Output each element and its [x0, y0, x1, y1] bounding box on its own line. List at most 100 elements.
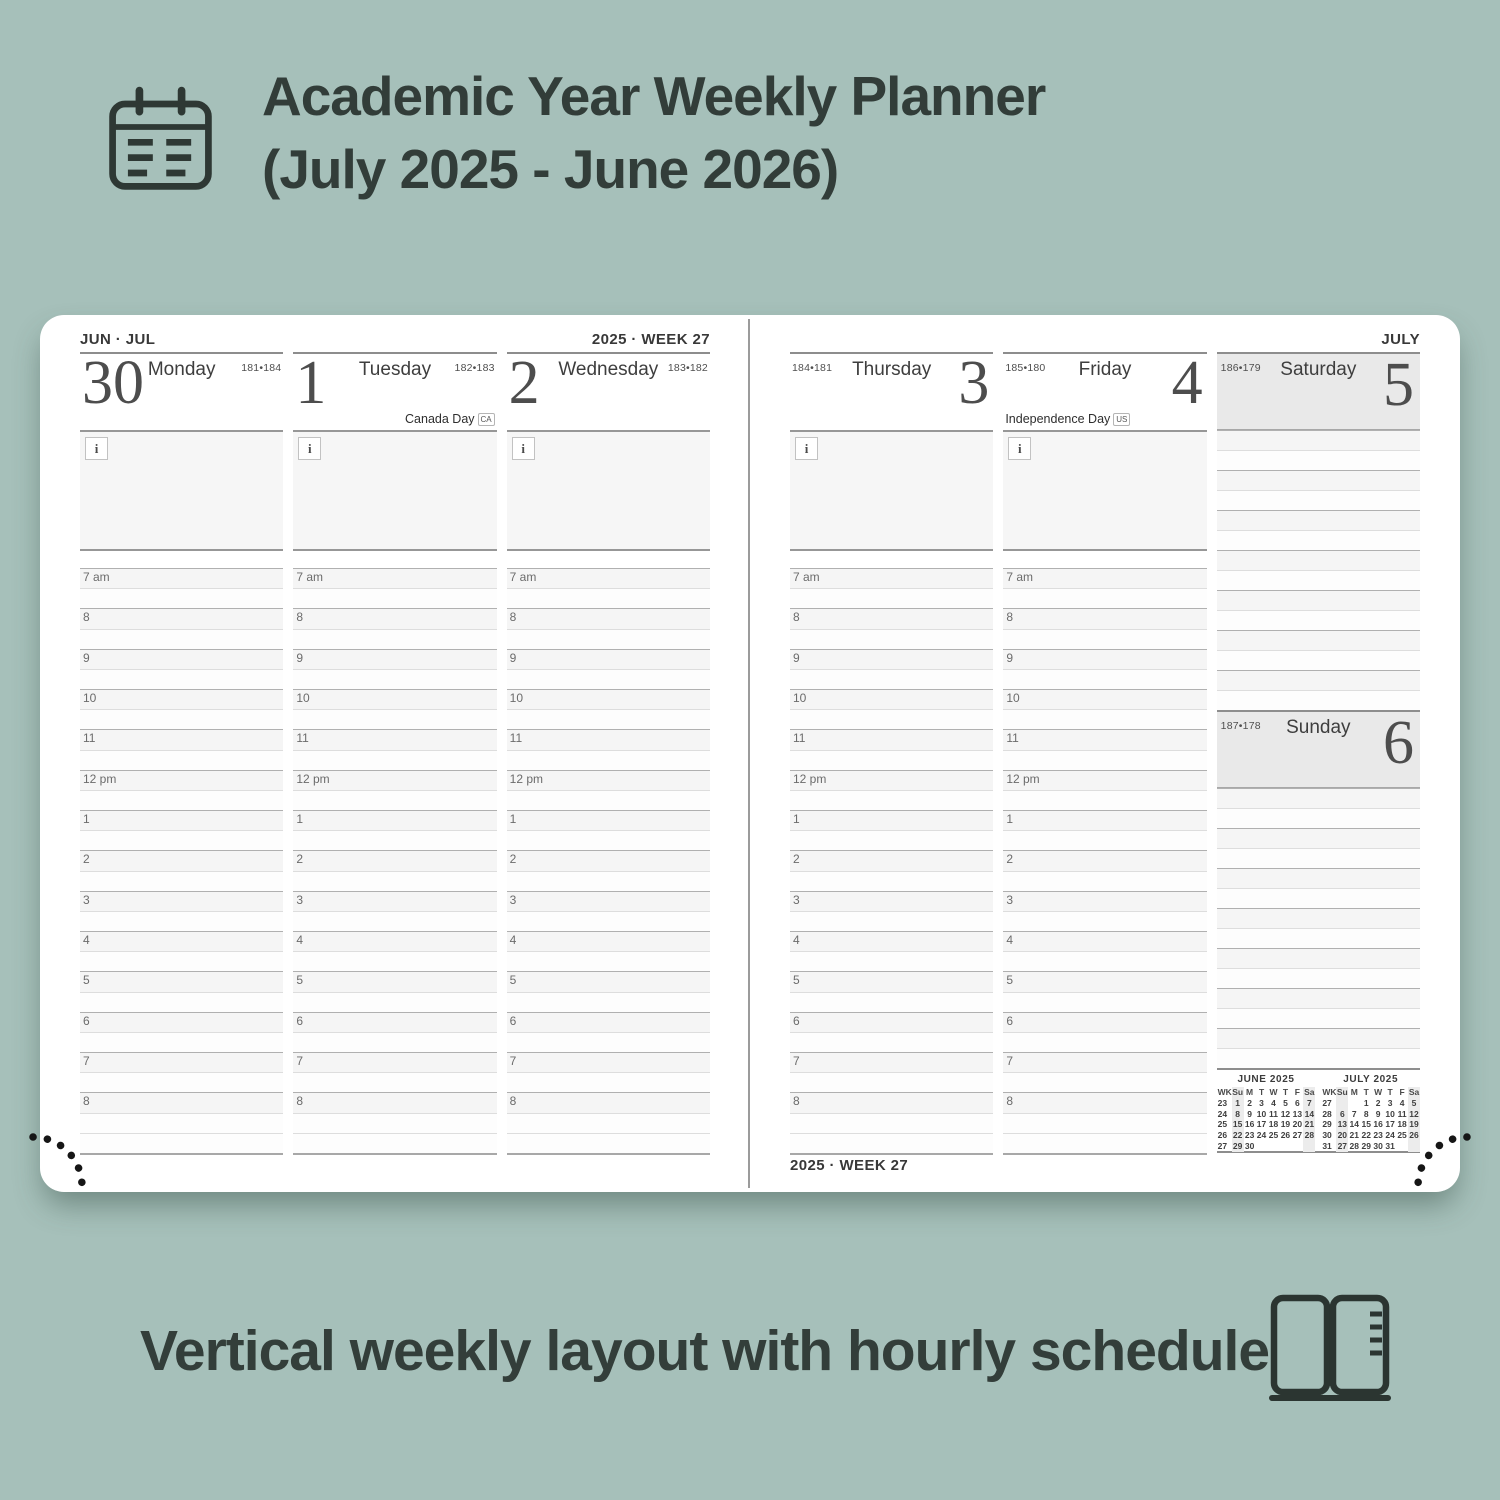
sunday-header: 187•178 Sunday 6 — [1216, 710, 1420, 788]
hour-label-row: 5 — [80, 971, 284, 992]
mini-calendar-date: 24 — [1385, 1130, 1395, 1141]
half-hour-row — [1003, 951, 1207, 972]
mini-calendar-date: 14 — [1349, 1119, 1359, 1130]
day-column-tuesday: 1 Tuesday 182•183 Canada Day CA i 7 am 8 9 1… — [293, 352, 497, 1155]
day-of-year: 183•182 — [667, 362, 708, 374]
notepad-calendar-icon — [103, 82, 218, 199]
mini-calendar-grid: WK Su M T W T F Sa 27 1 2 3 4 5 28 6 7 8 9 10 11 12 29 13 14 15 16… — [1321, 1087, 1420, 1152]
hour-label-row: 2 — [790, 850, 994, 871]
half-hour-row — [506, 588, 710, 609]
mini-calendar-day-header: Sa — [1408, 1087, 1420, 1098]
half-hour-row — [293, 668, 497, 690]
mini-calendar-date: 21 — [1349, 1130, 1359, 1141]
hour-label-row: 9 — [293, 648, 497, 669]
hour-label-row: 8 — [293, 1092, 497, 1113]
planner-spread: JUN · JUL 2025 · WEEK 27 30 Monday 181•1… — [40, 315, 1460, 1192]
half-hour-row — [790, 1072, 994, 1093]
half-hour-row — [1003, 830, 1207, 851]
saturday-header: 186•179 Saturday 5 — [1216, 352, 1420, 430]
mini-calendar-date: 18 — [1268, 1119, 1279, 1130]
half-hour-row — [80, 1031, 284, 1053]
half-hour-row — [790, 991, 994, 1012]
half-hour-row — [506, 951, 710, 972]
hour-label-row: 4 — [1003, 931, 1207, 952]
hour-label-row: 6 — [1003, 1011, 1207, 1032]
mini-calendar-date: 19 — [1280, 1119, 1291, 1130]
half-hour-row — [293, 588, 497, 609]
week-number-label-bottom: 2025 · WEEK 27 — [790, 1157, 909, 1174]
hour-label-row: 3 — [790, 890, 994, 911]
weekday-name: Thursday — [852, 359, 932, 380]
mini-calendar-june: JUNE 2025 WK Su M T W T F Sa 23 1 2 3 4 5 6 7 24 8 9 10 11 12 1… — [1217, 1073, 1316, 1152]
hour-label-row: 8 — [506, 608, 710, 629]
mini-calendar-date: 10 — [1385, 1108, 1395, 1119]
mini-calendar-date: 28 — [1303, 1130, 1316, 1141]
day-of-year: 181•184 — [241, 362, 282, 374]
weekday-name: Wednesday — [558, 359, 659, 380]
mini-calendar-date: 29 — [1361, 1140, 1371, 1151]
half-hour-row — [790, 951, 994, 972]
hour-label-row: 10 — [293, 689, 497, 710]
planner-page-left: JUN · JUL 2025 · WEEK 27 30 Monday 181•1… — [80, 315, 710, 1192]
mini-calendar-date: 13 — [1336, 1119, 1349, 1131]
half-hour-row — [790, 628, 994, 649]
date-number: 4 — [1171, 349, 1203, 417]
hour-label-row: 4 — [293, 931, 497, 952]
half-hour-row — [1003, 709, 1207, 730]
mini-calendar-date: 11 — [1268, 1108, 1278, 1119]
mini-calendar-date: 1 — [1231, 1097, 1244, 1109]
date-number: 30 — [82, 349, 144, 417]
half-hour-row — [790, 709, 994, 730]
hour-label-row: 4 — [506, 931, 710, 952]
mini-calendar-date: 8 — [1363, 1108, 1369, 1119]
holiday-country-badge: US — [1113, 413, 1131, 426]
mini-calendar-date: 12 — [1408, 1108, 1420, 1120]
corner-stitch-dots-left — [29, 1133, 86, 1190]
info-icon: i — [1008, 437, 1032, 460]
mini-calendar-date: 3 — [1259, 1097, 1264, 1108]
notes-area: i — [293, 430, 497, 551]
mini-calendar-date: 21 — [1303, 1119, 1316, 1131]
mini-calendar-date: 4 — [1271, 1097, 1276, 1108]
half-hour-row — [506, 1031, 710, 1053]
hour-label-row: 8 — [80, 608, 284, 629]
hour-label-row: 9 — [790, 648, 994, 669]
mini-calendar-week-number: 31 — [1322, 1140, 1332, 1151]
planner-page-right: JULY 3 Thursday 184•181 i 7 am 8 9 10 11 12 p… — [790, 315, 1420, 1192]
mini-calendar-date: 20 — [1292, 1119, 1303, 1130]
hour-label-row: 10 — [80, 689, 284, 710]
hour-label-row: 8 — [790, 1092, 994, 1113]
half-hour-row — [790, 749, 994, 770]
half-hour-row — [293, 749, 497, 770]
half-hour-row — [293, 1072, 497, 1093]
hour-label-row: 1 — [506, 810, 710, 831]
weekend-column: 186•179 Saturday 5 187•178 Sunday 6 JUNE… — [1216, 352, 1420, 1155]
hour-label-row: 3 — [80, 890, 284, 911]
half-hour-row — [293, 830, 497, 851]
notes-area: i — [1003, 430, 1207, 551]
half-hour-row — [80, 668, 284, 690]
day-column-monday: 30 Monday 181•184 i 7 am 8 9 10 11 12 pm 1 2 3 4 5… — [80, 349, 284, 1155]
half-hour-row — [80, 991, 284, 1012]
hour-label-row: 7 — [790, 1052, 994, 1073]
ruled-line-row — [1216, 928, 1420, 948]
hour-label-row: 10 — [790, 689, 994, 710]
hour-label-row: 2 — [506, 850, 710, 871]
mini-calendar-date: 27 — [1292, 1130, 1303, 1141]
notes-area: i — [790, 430, 994, 551]
half-hour-row — [790, 830, 994, 851]
mini-calendar-date — [1268, 1141, 1280, 1152]
notes-area: i — [506, 430, 710, 551]
hour-label-row: 8 — [506, 1092, 710, 1113]
half-hour-row — [1003, 1132, 1207, 1153]
half-hour-row — [293, 991, 497, 1012]
ruled-line-row — [1216, 650, 1420, 670]
spacer — [790, 551, 993, 568]
mini-calendar-date: 2 — [1247, 1097, 1252, 1108]
hour-label-row: 8 — [1003, 608, 1207, 629]
info-icon: i — [511, 437, 535, 460]
mini-calendar-day-header: WK — [1322, 1087, 1337, 1097]
hour-label-row: 8 — [80, 1092, 284, 1113]
open-planner-icon — [1262, 1290, 1402, 1415]
weekday-name: Saturday — [1280, 359, 1357, 380]
